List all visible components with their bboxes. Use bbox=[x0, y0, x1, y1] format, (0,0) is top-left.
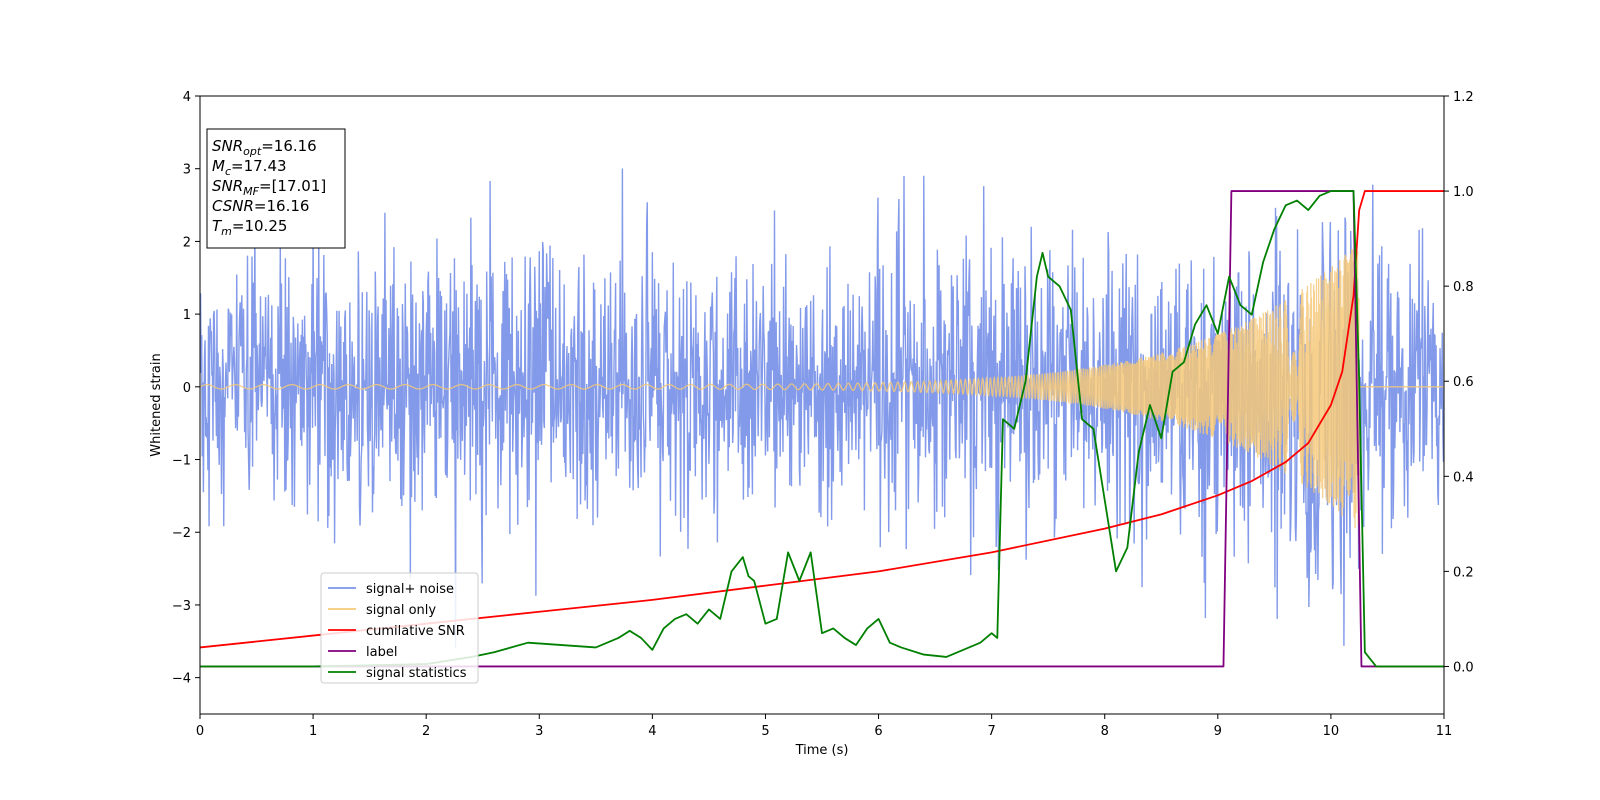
left-y-tick-label: −2 bbox=[172, 526, 191, 541]
plot-frame bbox=[199, 95, 1445, 715]
legend: signal+ noise signal only cumilative SNR la… bbox=[320, 572, 479, 684]
x-axis: 0 1 2 3 4 5 6 7 8 9 10 11 bbox=[196, 714, 1452, 739]
left-y-tick-label: −4 bbox=[172, 672, 191, 687]
right-y-tick-label: 1.2 bbox=[1453, 90, 1474, 105]
annotation-line: CSNR=16.16 bbox=[212, 197, 309, 215]
left-y-tick-label: −1 bbox=[172, 454, 191, 469]
legend-label: signal only bbox=[366, 603, 436, 618]
annotation-line: Tm=10.25 bbox=[212, 217, 287, 238]
x-tick-label: 9 bbox=[1214, 724, 1222, 739]
series-signal-only bbox=[200, 247, 1444, 529]
left-y-tick-label: 2 bbox=[183, 235, 191, 250]
x-tick-label: 1 bbox=[309, 724, 317, 739]
metrics-annotation-box: SNRopt=16.16Mc=17.43SNRMF=[17.01]CSNR=16… bbox=[206, 128, 346, 249]
series-cumilative-snr bbox=[200, 190, 1444, 649]
x-tick-label: 10 bbox=[1323, 724, 1340, 739]
right-y-tick-label: 0.2 bbox=[1453, 565, 1474, 580]
right-y-axis: 0.0 0.2 0.4 0.6 0.8 1.0 1.2 bbox=[1444, 90, 1474, 675]
left-y-tick-label: 3 bbox=[183, 163, 191, 178]
left-y-tick-label: 4 bbox=[183, 90, 191, 105]
x-tick-label: 2 bbox=[422, 724, 430, 739]
x-tick-label: 3 bbox=[535, 724, 543, 739]
left-y-axis: −4 −3 −2 −1 0 1 2 3 4 bbox=[172, 90, 200, 687]
x-tick-label: 4 bbox=[648, 724, 656, 739]
right-y-tick-label: 1.0 bbox=[1453, 185, 1474, 200]
right-y-tick-label: 0.0 bbox=[1453, 660, 1474, 675]
plot-series-group bbox=[200, 168, 1444, 668]
y-axis-title: Whitened strain bbox=[149, 353, 164, 456]
legend-label: signal+ noise bbox=[366, 582, 454, 597]
annotation-line: SNRMF=[17.01] bbox=[212, 177, 326, 198]
series-signal-statistics bbox=[200, 190, 1444, 668]
legend-label: label bbox=[366, 645, 397, 660]
x-tick-label: 11 bbox=[1436, 724, 1453, 739]
x-tick-label: 6 bbox=[874, 724, 882, 739]
annotation-line: Mc=17.43 bbox=[212, 157, 287, 178]
annotation-frame bbox=[206, 128, 346, 249]
x-axis-title: Time (s) bbox=[795, 743, 849, 758]
left-y-tick-label: −3 bbox=[172, 599, 191, 614]
x-tick-label: 8 bbox=[1101, 724, 1109, 739]
right-y-tick-label: 0.6 bbox=[1453, 375, 1474, 390]
legend-frame bbox=[320, 572, 479, 684]
x-tick-label: 0 bbox=[196, 724, 204, 739]
annotation-line: SNRopt=16.16 bbox=[212, 137, 317, 158]
right-y-tick-label: 0.4 bbox=[1453, 470, 1474, 485]
left-y-tick-label: 0 bbox=[183, 381, 191, 396]
left-y-tick-label: 1 bbox=[183, 308, 191, 323]
right-y-tick-label: 0.8 bbox=[1453, 280, 1474, 295]
x-tick-label: 7 bbox=[987, 724, 995, 739]
x-tick-label: 5 bbox=[761, 724, 769, 739]
legend-label: cumilative SNR bbox=[366, 624, 465, 639]
legend-label: signal statistics bbox=[366, 666, 467, 681]
